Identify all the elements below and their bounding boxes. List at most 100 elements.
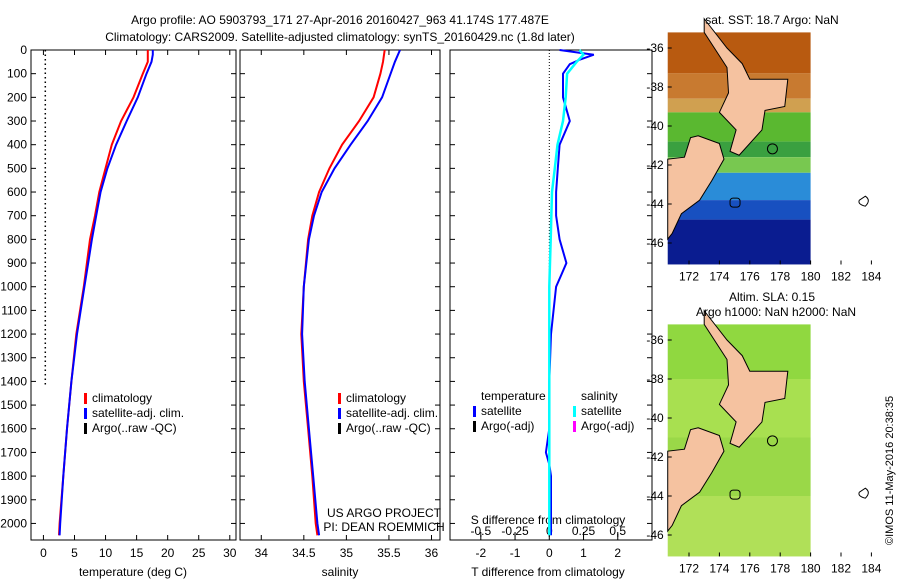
salinity-tick-label: 34 — [255, 546, 269, 560]
sst-lat-label: -44 — [646, 197, 664, 211]
s-diff-legend-label: Argo(-adj) — [581, 419, 634, 433]
sla-title: Altim. SLA: 0.15 — [729, 290, 815, 304]
salinity-legend-swatch — [338, 423, 341, 434]
sla-lon-label: 178 — [770, 561, 790, 575]
salinity-legend-label: satellite-adj. clim. — [346, 406, 438, 420]
temperature-tick-label: 20 — [161, 546, 175, 560]
sla-lat-label: -42 — [646, 450, 664, 464]
legend-temperature-title: temperature — [481, 389, 546, 403]
depth-tick-label: 900 — [7, 256, 27, 270]
t-satellite-diff-line — [544, 49, 595, 536]
depth-tick-label: 1400 — [0, 374, 27, 388]
sst-map-band — [667, 200, 811, 220]
temperature-tick-label: 10 — [99, 546, 113, 560]
depth-tick-label: 1800 — [0, 469, 27, 483]
sst-lat-label: -40 — [646, 119, 664, 133]
north-island-land — [703, 17, 789, 156]
depth-tick-label: 2000 — [0, 516, 27, 530]
temperature-legend-label: climatology — [92, 391, 152, 405]
salinity-tick-label: 36 — [425, 546, 439, 560]
temperature-tick-label: 15 — [130, 546, 144, 560]
sst-lat-label: -46 — [646, 236, 664, 250]
sst-map-band — [667, 219, 811, 265]
sla-lat-label: -36 — [646, 333, 664, 347]
tdiff-tick-label: -2 — [475, 546, 486, 560]
north-island-land — [703, 309, 789, 448]
depth-tick-label: 300 — [7, 114, 27, 128]
depth-tick-label: 200 — [7, 90, 27, 104]
south-island-land — [667, 427, 725, 533]
sst-lon-label: 172 — [679, 269, 699, 283]
sdiff-tick-label: 0.25 — [572, 524, 596, 538]
depth-tick-label: 100 — [7, 67, 27, 81]
temperature-tick-label: 25 — [192, 546, 206, 560]
sdiff-tick-label: -0.25 — [501, 524, 529, 538]
satellite-temperature-line — [58, 50, 154, 536]
depth-tick-label: 1700 — [0, 445, 27, 459]
chatham-islands — [858, 195, 869, 207]
sla-lon-label: 184 — [861, 561, 881, 575]
temperature-legend-swatch — [84, 408, 87, 419]
sla-lon-label: 172 — [679, 561, 699, 575]
title-line-1: Argo profile: AO 5903793_171 27-Apr-2016… — [131, 13, 549, 27]
t-diff-legend-label: satellite — [481, 404, 522, 418]
sla-lon-label: 182 — [831, 561, 851, 575]
depth-tick-label: 1100 — [1, 303, 27, 317]
sla-lon-label: 176 — [740, 561, 760, 575]
sla-lat-label: -46 — [646, 528, 664, 542]
temperature-legend-label: Argo(..raw -QC) — [92, 421, 177, 435]
depth-tick-label: 1500 — [0, 398, 27, 412]
sst-lat-label: -38 — [646, 80, 664, 94]
sst-lat-label: -36 — [646, 41, 664, 55]
temperature-legend-swatch — [84, 423, 87, 434]
temperature-tick-label: 0 — [40, 546, 47, 560]
sst-lon-label: 180 — [801, 269, 821, 283]
argo-height-title: Argo h1000: NaN h2000: NaN — [696, 305, 856, 319]
sst-lon-label: 184 — [861, 269, 881, 283]
t-diff-legend-swatch — [473, 406, 476, 417]
depth-tick-label: 700 — [7, 209, 27, 223]
sst-map — [667, 17, 872, 265]
credit-text: ©IMOS 11-May-2016 20:38:35 — [884, 396, 896, 545]
sla-lat-label: -44 — [646, 489, 664, 503]
pi-annotation: PI: DEAN ROEMMICH — [323, 520, 444, 534]
sdiff-tick-label: -0.5 — [470, 524, 491, 538]
argo-location-marker — [766, 435, 778, 447]
t-diff-legend-label: Argo(-adj) — [481, 419, 534, 433]
climatology-temperature-line — [58, 50, 149, 536]
sdiff-tick-label: 0.5 — [609, 524, 626, 538]
depth-tick-label: 800 — [7, 232, 27, 246]
depth-tick-label: 400 — [7, 138, 27, 152]
title-line-2: Climatology: CARS2009. Satellite-adjuste… — [105, 30, 575, 44]
salinity-legend-swatch — [338, 408, 341, 419]
sla-lat-label: -38 — [646, 372, 664, 386]
sst-lon-label: 174 — [709, 269, 729, 283]
t-diff-legend-swatch — [473, 421, 476, 432]
temperature-panel-frame — [30, 49, 237, 541]
sst-map-title: sat. SST: 18.7 Argo: NaN — [705, 13, 838, 27]
depth-tick-label: 1300 — [0, 351, 27, 365]
sla-lat-label: -40 — [646, 411, 664, 425]
satellite-salinity-line — [301, 49, 401, 536]
depth-tick-label: 1000 — [0, 280, 27, 294]
chatham-rise-contour — [729, 197, 741, 208]
project-annotation: US ARGO PROJECT — [327, 506, 442, 520]
tdiff-tick-label: 0 — [546, 546, 553, 560]
chatham-rise-contour — [729, 489, 741, 500]
sla-map — [667, 309, 872, 557]
s-satellite-diff-line — [548, 49, 586, 536]
temperature-tick-label: 30 — [223, 546, 237, 560]
sla-lon-label: 180 — [801, 561, 821, 575]
tdiff-tick-label: -1 — [510, 546, 521, 560]
sst-lon-label: 178 — [770, 269, 790, 283]
depth-tick-label: 1200 — [0, 327, 27, 341]
chatham-islands — [858, 487, 869, 499]
depth-tick-label: 600 — [7, 185, 27, 199]
temperature-tick-label: 5 — [71, 546, 78, 560]
salinity-legend-label: Argo(..raw -QC) — [346, 421, 431, 435]
sla-map-band — [667, 496, 811, 557]
sla-lon-label: 174 — [709, 561, 729, 575]
salinity-legend-label: climatology — [346, 391, 406, 405]
